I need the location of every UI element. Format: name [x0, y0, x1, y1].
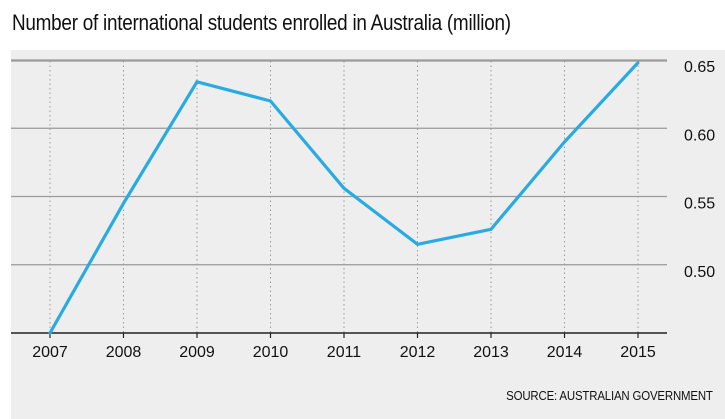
y-tick-label: 0.65: [684, 59, 715, 76]
data-point: [195, 80, 199, 84]
chart-panel: [11, 50, 725, 419]
y-tick-label: 0.50: [684, 264, 715, 281]
y-tick-label: 0.55: [684, 196, 715, 213]
source-note: SOURCE: AUSTRALIAN GOVERNMENT: [506, 388, 713, 403]
data-point: [416, 242, 419, 246]
x-tick-label: 2015: [620, 344, 656, 361]
chart-title: Number of international students enrolle…: [12, 10, 511, 35]
x-tick-label: 2009: [179, 344, 215, 361]
series-line: [48, 61, 640, 334]
data-point: [563, 140, 566, 144]
data-point: [269, 99, 272, 103]
series-line-layer: [48, 61, 640, 335]
x-tick-label: 2007: [32, 344, 68, 361]
x-tick-label: 2008: [106, 344, 142, 361]
data-point: [636, 61, 640, 65]
data-point: [122, 201, 125, 205]
data-point: [342, 186, 346, 190]
y-tick-label: 0.60: [684, 127, 715, 144]
x-tick-label: 2014: [547, 344, 583, 361]
x-tick-label: 2012: [400, 344, 436, 361]
data-point: [48, 331, 52, 335]
x-tick-label: 2011: [327, 344, 362, 361]
grid-lines: [11, 59, 667, 338]
x-tick-label: 2013: [473, 344, 509, 361]
axis-labels: 0.50 0.55 0.60 0.65 2007 2008 2009 2010 2011 2012…: [32, 59, 715, 361]
x-tick-label: 2010: [253, 344, 289, 361]
data-point: [489, 227, 493, 231]
